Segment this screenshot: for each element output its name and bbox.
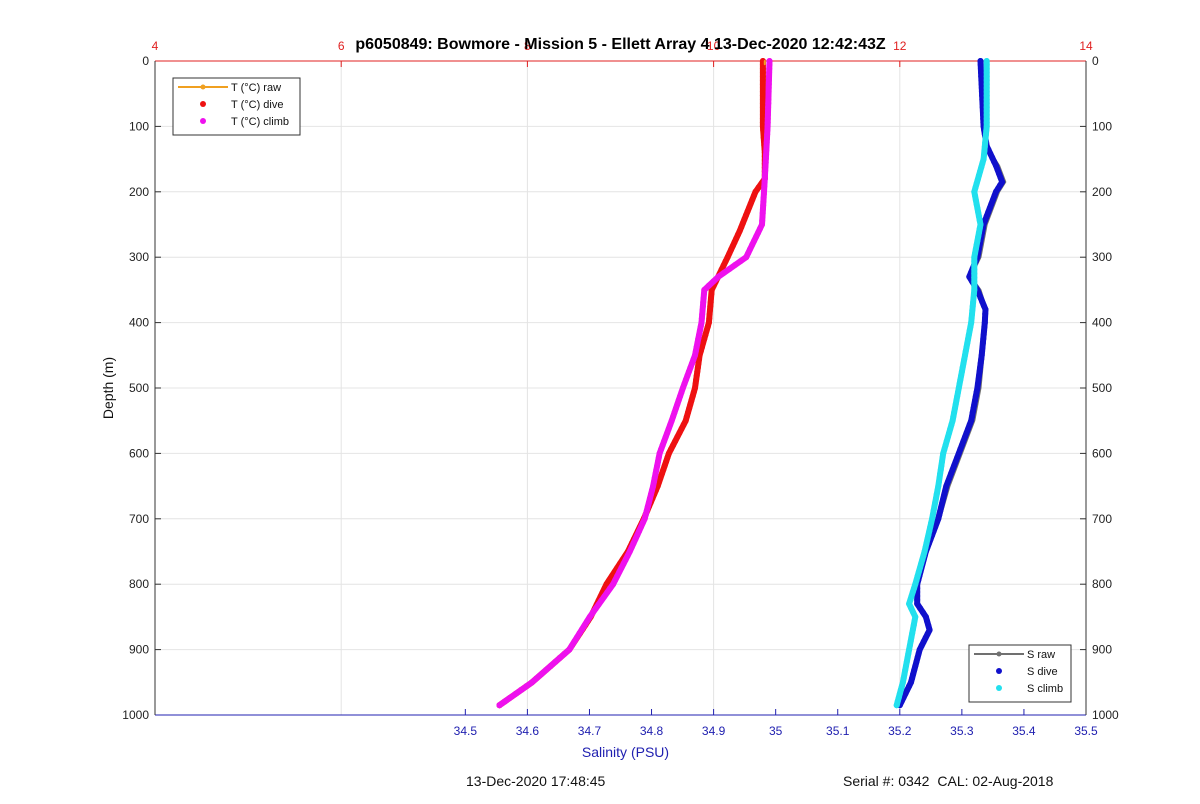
y-axis-label: Depth (m) — [100, 357, 116, 419]
series-t-c-climb-point — [507, 694, 514, 701]
salinity-tick-label: 34.7 — [578, 724, 602, 738]
depth-tick-label-left: 600 — [129, 446, 149, 460]
series-t-c-climb-point — [518, 686, 525, 693]
depth-tick-label-right: 800 — [1092, 577, 1112, 591]
depth-tick-label-right: 700 — [1092, 512, 1112, 526]
depth-tick-label-left: 700 — [129, 512, 149, 526]
salinity-tick-label: 35.3 — [950, 724, 974, 738]
series-t-c-climb-point — [523, 683, 530, 690]
series-t-c-climb-point — [726, 266, 733, 272]
depth-tick-label-right: 200 — [1092, 185, 1112, 199]
salinity-tick-label: 35.1 — [826, 724, 850, 738]
legend-label-t-c-dive: T (°C) dive — [231, 99, 283, 111]
depth-tick-label-left: 0 — [142, 54, 149, 68]
temperature-tick-label: 4 — [152, 39, 159, 53]
series-t-c-climb-point — [566, 646, 573, 653]
salinity-tick-label: 35.2 — [888, 724, 912, 738]
series-s-dive-point — [966, 273, 973, 280]
depth-tick-label-left: 1000 — [122, 708, 149, 722]
series-s-climb-point — [971, 262, 978, 269]
depth-tick-label-right: 1000 — [1092, 708, 1119, 722]
depth-tick-label-right: 900 — [1092, 643, 1112, 657]
series-t-c-climb-point — [529, 679, 536, 686]
legend-label-s-raw: S raw — [1027, 649, 1055, 661]
legend-label-s-dive: S dive — [1027, 666, 1058, 678]
series-t-c-climb-point — [543, 667, 549, 673]
legend-marker-s-raw — [996, 651, 1002, 657]
salinity-tick-label: 35 — [769, 724, 783, 738]
series-t-c-climb-point — [705, 282, 712, 289]
series-s-climb-point — [971, 274, 978, 281]
depth-tick-label-left: 300 — [129, 250, 149, 264]
legend-marker-t-c-raw — [200, 84, 206, 90]
depth-tick-label-right: 0 — [1092, 54, 1099, 68]
series-t-c-climb-point — [557, 654, 563, 661]
temperature-tick-label: 10 — [707, 39, 721, 53]
series-t-c-climb-point — [547, 663, 554, 669]
depth-tick-label-left: 900 — [129, 643, 149, 657]
depth-tick-label-right: 600 — [1092, 446, 1112, 460]
calibration-date: CAL: 02-Aug-2018 — [937, 773, 1054, 789]
salinity-tick-label: 34.9 — [702, 724, 726, 738]
series-s-climb-point — [971, 254, 978, 261]
footer-calibration: Serial #: 0342 CAL: 02-Aug-2018 — [843, 773, 1061, 789]
depth-tick-label-right: 400 — [1092, 316, 1112, 330]
series-s-dive-point — [917, 605, 924, 612]
series-s-climb-point — [971, 282, 978, 289]
legend-marker-t-c-climb — [200, 118, 206, 124]
footer-timestamp: 13-Dec-2020 17:48:45 — [466, 773, 606, 789]
series-t-c-climb-point — [538, 671, 545, 678]
salinity-tick-label: 35.4 — [1012, 724, 1036, 738]
temperature-tick-label: 14 — [1079, 39, 1093, 53]
series-t-c-climb-point — [743, 254, 750, 261]
series-t-c-climb-point — [496, 702, 503, 709]
depth-tick-label-right: 500 — [1092, 381, 1112, 395]
series-s-dive-point — [920, 609, 926, 616]
series-t-c-climb-point — [533, 675, 540, 682]
legend-marker-t-c-dive — [200, 101, 206, 107]
salinity-tick-label: 34.8 — [640, 724, 664, 738]
series-s-dive-point — [914, 600, 921, 607]
chart-title: p6050849: Bowmore - Mission 5 - Ellett A… — [355, 36, 886, 53]
series-s-climb-point — [971, 278, 978, 285]
x-axis-label: Salinity (PSU) — [582, 744, 669, 760]
depth-tick-label-left: 100 — [129, 119, 149, 133]
series-t-c-climb-point — [501, 698, 508, 705]
salinity-tick-label: 34.6 — [516, 724, 540, 738]
legend-marker-s-dive — [996, 668, 1002, 674]
series-s-dive-point — [982, 315, 988, 322]
legend-label-t-c-climb: T (°C) climb — [231, 116, 289, 128]
temperature-tick-label: 8 — [524, 39, 531, 53]
series-s-dive-point — [982, 310, 989, 317]
depth-tick-label-right: 100 — [1092, 119, 1112, 133]
serial-number: Serial #: 0342 — [843, 773, 930, 789]
salinity-tick-label: 34.5 — [454, 724, 478, 738]
depth-tick-label-left: 400 — [129, 316, 149, 330]
series-s-climb-point — [971, 266, 978, 273]
legend-label-s-climb: S climb — [1027, 683, 1063, 695]
series-t-c-climb-point — [715, 273, 722, 280]
series-t-c-climb-point — [512, 690, 519, 697]
legend-marker-s-climb — [996, 685, 1002, 691]
series-s-climb-point — [893, 702, 900, 709]
depth-tick-label-right: 300 — [1092, 250, 1112, 264]
series-t-c-climb-point — [732, 262, 738, 268]
series-t-c-dive-point — [755, 184, 762, 191]
legend-label-t-c-raw: T (°C) raw — [231, 82, 281, 94]
series-t-c-climb-point — [710, 278, 717, 285]
series-s-climb-point — [971, 258, 978, 265]
depth-tick-label-left: 500 — [129, 381, 149, 395]
depth-tick-label-left: 200 — [129, 185, 149, 199]
series-t-c-climb-point — [737, 258, 744, 265]
temperature-tick-label: 12 — [893, 39, 907, 53]
series-t-c-climb-point — [610, 581, 617, 588]
series-s-dive-point — [982, 306, 989, 313]
depth-tick-label-left: 800 — [129, 577, 149, 591]
series-t-c-climb-point — [561, 650, 568, 657]
series-t-c-climb-point — [720, 269, 727, 276]
temperature-tick-label: 6 — [338, 39, 345, 53]
salinity-tick-label: 35.5 — [1074, 724, 1098, 738]
series-t-c-climb-point — [552, 658, 559, 665]
